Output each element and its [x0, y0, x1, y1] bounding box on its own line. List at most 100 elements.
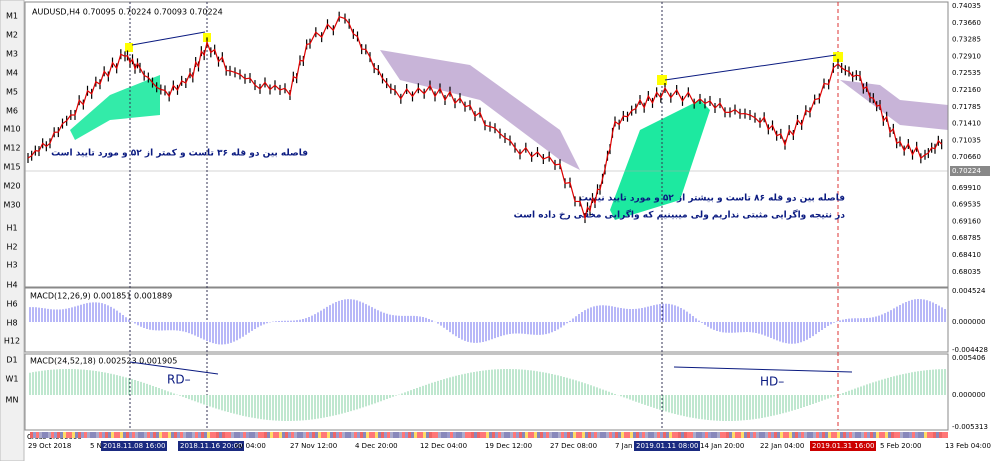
session-strip [183, 432, 186, 438]
timeframe-button[interactable]: H12 [4, 337, 20, 346]
session-strip [609, 432, 612, 438]
timeframe-button[interactable]: W1 [6, 375, 19, 384]
session-strip [783, 432, 786, 438]
timeframe-button[interactable]: M15 [3, 163, 20, 172]
peak-marker [833, 52, 843, 62]
session-strip [720, 432, 723, 438]
session-strip [825, 432, 828, 438]
session-strip [834, 432, 837, 438]
session-strip [750, 432, 753, 438]
session-strip [870, 432, 873, 438]
timeframe-button[interactable]: M1 [6, 12, 18, 21]
session-strip [378, 432, 381, 438]
session-strip [675, 432, 678, 438]
session-strip [474, 432, 477, 438]
session-strip [657, 432, 660, 438]
session-strip [258, 432, 261, 438]
session-strip [681, 432, 684, 438]
session-strip [777, 432, 780, 438]
timeframe-button[interactable]: H4 [6, 281, 17, 290]
date-label: 5 Feb 20:00 [880, 442, 921, 450]
session-strip [666, 432, 669, 438]
timeframe-button[interactable]: D1 [6, 356, 17, 365]
session-strip [102, 432, 105, 438]
timeframe-button[interactable]: H2 [6, 243, 17, 252]
session-strip [204, 432, 207, 438]
timeframe-button[interactable]: M12 [3, 144, 20, 153]
date-label: 12 Dec 04:00 [420, 442, 467, 450]
session-strip [672, 432, 675, 438]
timeframe-button[interactable]: M10 [3, 125, 20, 134]
session-strip [309, 432, 312, 438]
session-strip [264, 432, 267, 438]
timeframe-button[interactable]: MN [6, 396, 19, 405]
session-strip [549, 432, 552, 438]
session-strip [93, 432, 96, 438]
session-strip [942, 432, 945, 438]
peak-marker [125, 43, 133, 52]
timeframe-button[interactable]: M20 [3, 182, 20, 191]
session-strip [66, 432, 69, 438]
session-strip [315, 432, 318, 438]
session-strip [288, 432, 291, 438]
session-strip [348, 432, 351, 438]
session-strip [471, 432, 474, 438]
session-strip [486, 432, 489, 438]
session-strip [663, 432, 666, 438]
session-strip [768, 432, 771, 438]
timeframe-button[interactable]: M30 [3, 201, 20, 210]
timeframe-button[interactable]: M5 [6, 88, 18, 97]
annotation: فاصله بین دو قله ۳۶ تاست و کمتر از ۵۲ و … [51, 149, 308, 159]
price-label: 0.68785 [952, 234, 981, 242]
session-strip [705, 432, 708, 438]
session-strip [120, 432, 123, 438]
session-strip [96, 432, 99, 438]
price-label: 0.70660 [952, 153, 981, 161]
divergence-line [129, 361, 219, 375]
session-strip [213, 432, 216, 438]
session-strip [912, 432, 915, 438]
session-strip [498, 432, 501, 438]
session-strip [276, 432, 279, 438]
session-strip [510, 432, 513, 438]
timeframe-button[interactable]: M3 [6, 50, 18, 59]
indicator-axis-label: 0.000000 [952, 318, 985, 326]
session-strip [531, 432, 534, 438]
timeframe-button[interactable]: H1 [6, 224, 17, 233]
price-label: 0.69535 [952, 201, 981, 209]
timeframe-button[interactable]: H3 [6, 261, 17, 270]
session-strip [159, 432, 162, 438]
session-strip [630, 432, 633, 438]
session-strip [153, 432, 156, 438]
session-strip [45, 432, 48, 438]
session-strip [198, 432, 201, 438]
macd2-header: MACD(24,52,18) 0.002523 0.001905 [30, 357, 177, 366]
session-strip [384, 432, 387, 438]
session-strip [687, 432, 690, 438]
date-label: 2019.01.31 16:00 [812, 442, 874, 450]
session-strip [147, 432, 150, 438]
date-label: 7 Jan [615, 442, 632, 450]
session-strip [438, 432, 441, 438]
session-strip [99, 432, 102, 438]
session-strip [345, 432, 348, 438]
date-tag [810, 441, 876, 451]
timeframe-button[interactable]: M6 [6, 107, 18, 116]
session-strip [234, 432, 237, 438]
session-strip [432, 432, 435, 438]
session-strip [351, 432, 354, 438]
session-strip [828, 432, 831, 438]
timeframe-button[interactable]: M4 [6, 69, 18, 78]
timeframe-button[interactable]: H6 [6, 300, 17, 309]
date-label: 5 N [90, 442, 102, 450]
session-strip [285, 432, 288, 438]
timeframe-button[interactable]: H8 [6, 319, 17, 328]
session-strip [279, 432, 282, 438]
session-strip [843, 432, 846, 438]
session-strip [900, 432, 903, 438]
timeframe-button[interactable]: M2 [6, 31, 18, 40]
session-strip [702, 432, 705, 438]
price-label: 0.68035 [952, 268, 981, 276]
session-strip [903, 432, 906, 438]
